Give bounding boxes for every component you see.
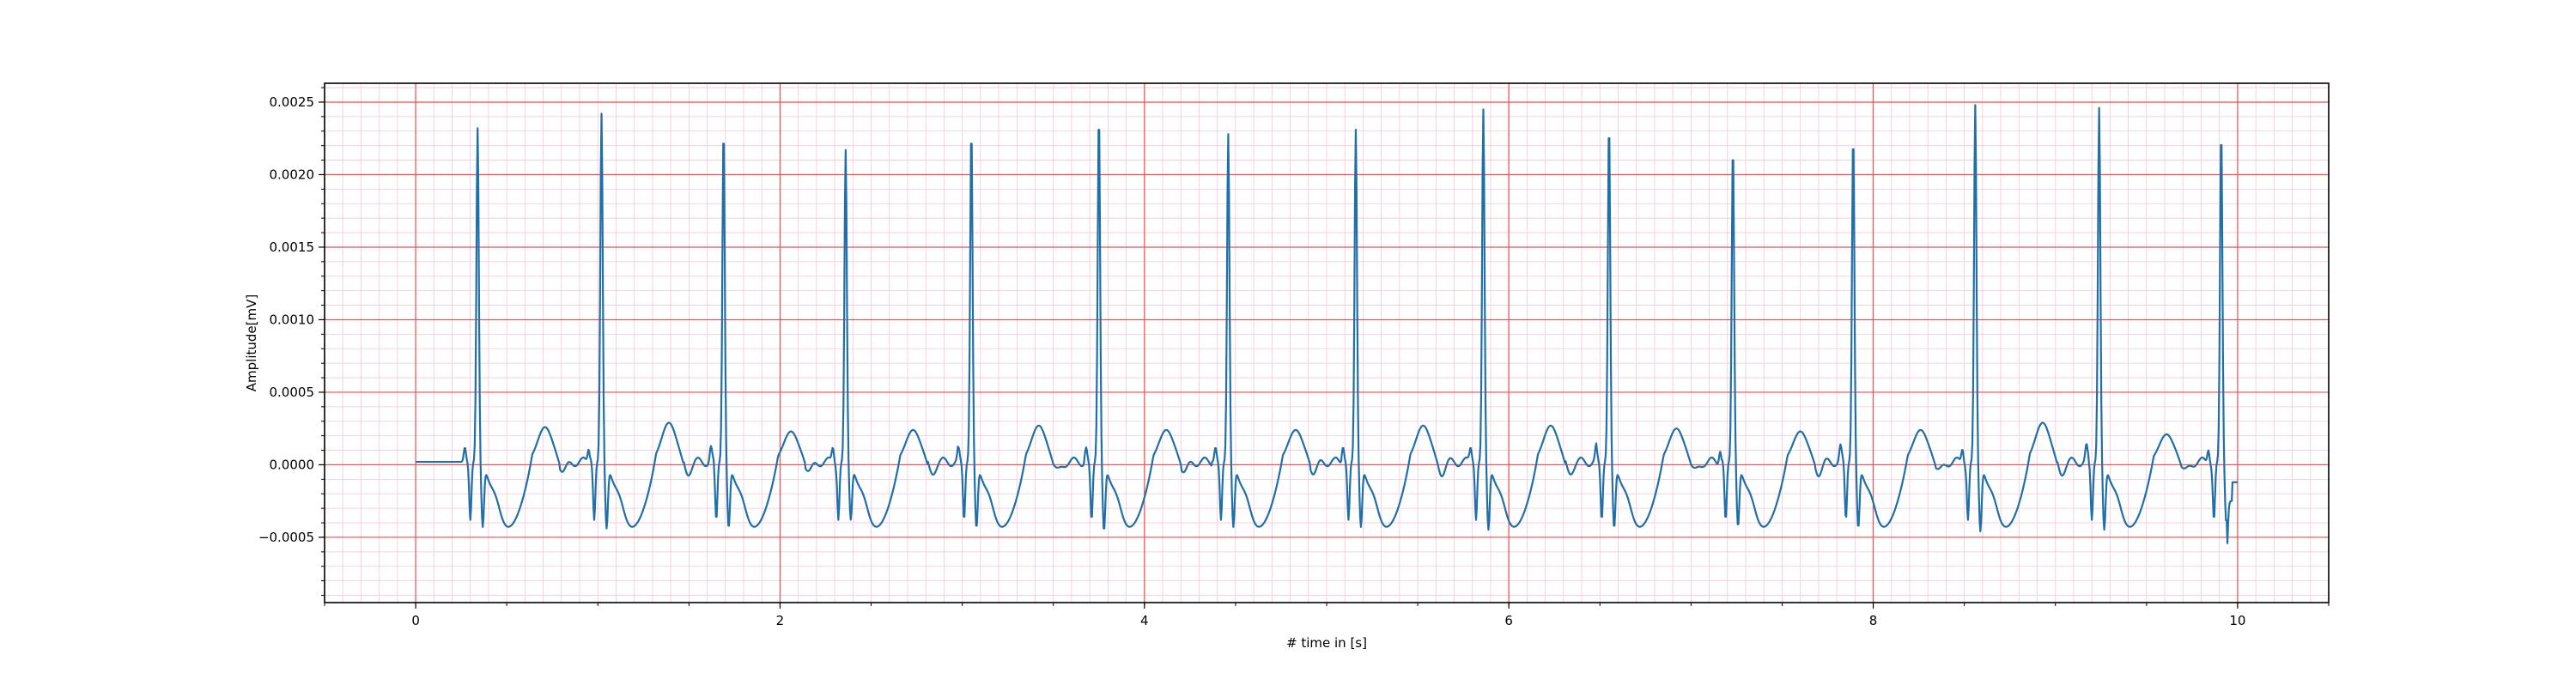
x-tick-label: 6 — [1504, 613, 1513, 628]
y-tick-label: 0.0000 — [270, 457, 315, 472]
x-tick-label: 2 — [776, 613, 785, 628]
x-tick-label: 0 — [411, 613, 420, 628]
y-tick-label: 0.0010 — [270, 312, 315, 327]
y-tick-label: −0.0005 — [258, 530, 314, 545]
y-tick-label: 0.0005 — [270, 385, 315, 400]
tick-layer: 0 2 4 6 8 10 −0.0005 0.0000 0.0005 0.0010 0.0015 0.… — [258, 87, 2330, 628]
y-tick-label: 0.0020 — [270, 167, 315, 182]
series-layer — [415, 104, 2239, 544]
y-axis-label: Amplitude[mV] — [244, 294, 259, 391]
ecg-series-line — [415, 104, 2239, 544]
x-tick-label: 10 — [2229, 613, 2245, 628]
y-tick-label: 0.0015 — [270, 239, 315, 255]
x-tick-label: 4 — [1140, 613, 1149, 628]
x-axis-label: # time in [s] — [1286, 635, 1367, 651]
major-grid — [325, 83, 2329, 603]
x-tick-label: 8 — [1869, 613, 1878, 628]
minor-grid — [324, 83, 2330, 603]
y-tick-label: 0.0025 — [270, 94, 315, 110]
